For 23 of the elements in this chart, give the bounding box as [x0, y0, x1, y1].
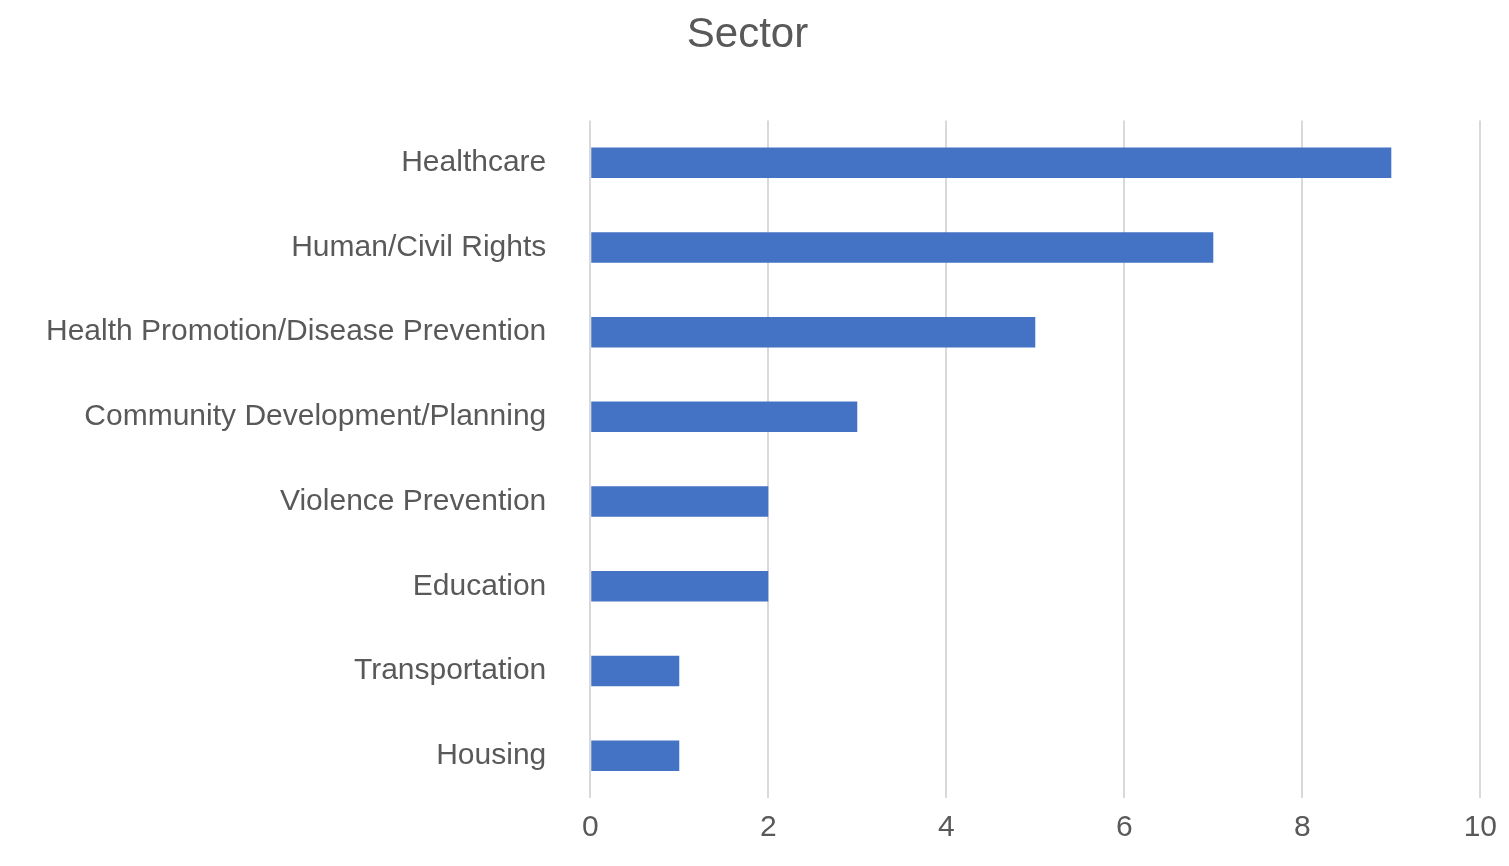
y-tick-label: Violence Prevention — [279, 482, 547, 516]
bar — [591, 655, 680, 687]
x-tick-label: 2 — [759, 809, 777, 843]
chart-title: Sector — [686, 8, 809, 56]
bar — [591, 740, 680, 771]
bar — [591, 316, 1036, 348]
x-tick-label: 6 — [1115, 809, 1133, 843]
y-tick-label: Transportation — [353, 652, 547, 686]
bar — [591, 486, 769, 517]
y-tick-label: Healthcare — [401, 144, 547, 178]
y-tick-label: Housing — [436, 736, 547, 770]
bar — [591, 232, 1214, 263]
x-tick-label: 0 — [581, 809, 599, 843]
x-tick-label: 4 — [937, 809, 955, 843]
y-tick-label: Health Promotion/Disease Prevention — [45, 313, 547, 347]
x-tick-label: 8 — [1293, 809, 1311, 843]
bar — [591, 401, 858, 433]
y-tick-label: Community Development/Planning — [84, 398, 547, 432]
bar — [591, 147, 1392, 178]
y-tick-label: Education — [412, 567, 547, 601]
x-tick-label: 10 — [1463, 809, 1497, 843]
y-tick-label: Human/Civil Rights — [291, 228, 547, 262]
bar — [591, 571, 769, 602]
